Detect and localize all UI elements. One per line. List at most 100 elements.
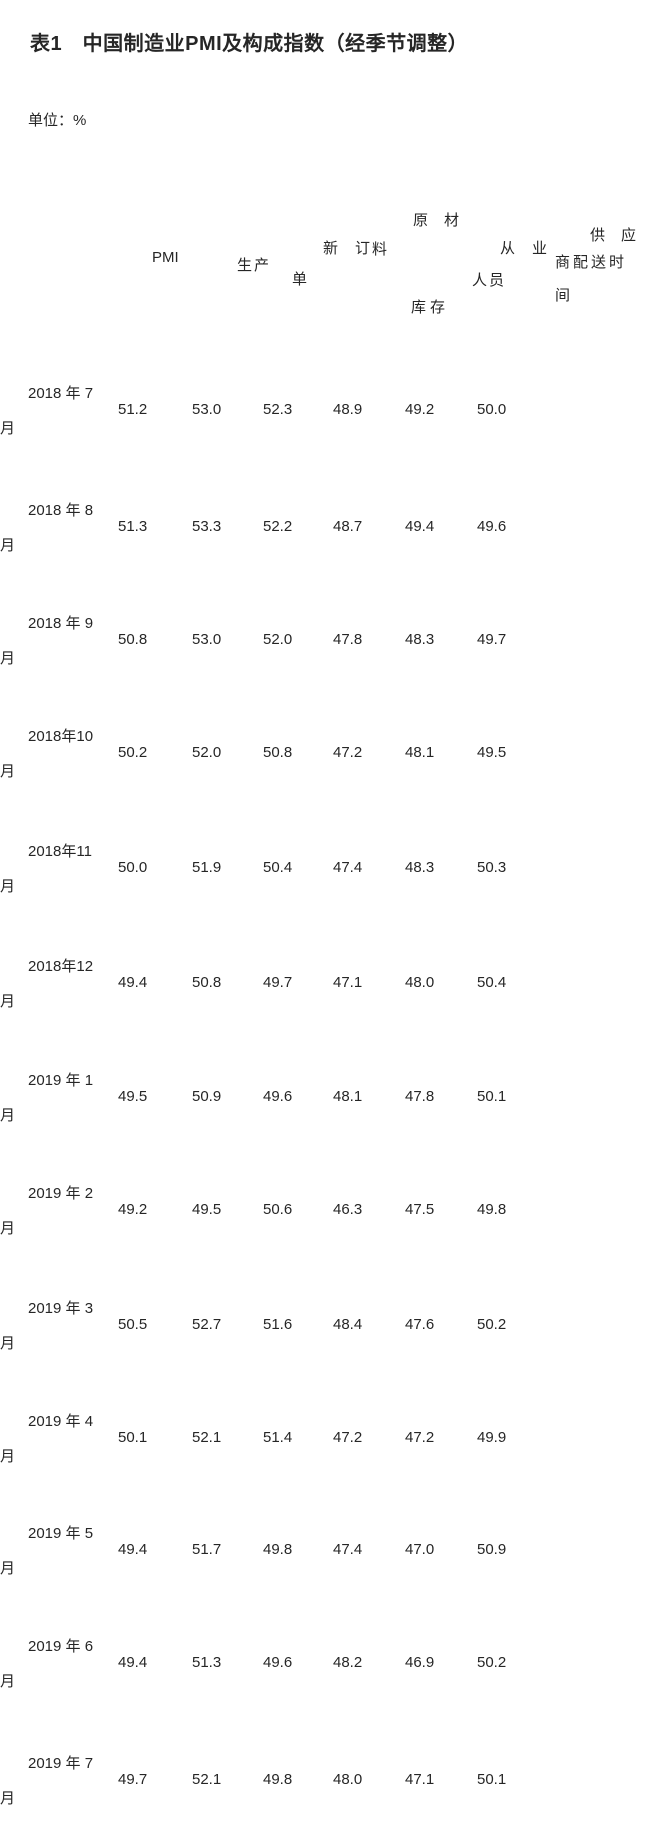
cell-new-orders: 50.4 [263,859,293,876]
header-employment-line2: 人员 [472,272,507,289]
cell-supplier-delivery-time: 50.2 [477,1316,507,1333]
cell-supplier-delivery-time: 50.1 [477,1771,507,1788]
row-month-label-line2: 月 [0,1448,16,1465]
cell-production: 52.1 [192,1771,222,1788]
row-month-label-line2: 月 [0,763,16,780]
cell-pmi: 50.8 [118,631,148,648]
row-month-label-line1: 2018年10 [28,728,94,745]
header-new-orders-line1: 新订 [323,240,388,257]
header-employment-line1: 从业 [500,240,565,257]
cell-pmi: 50.2 [118,744,148,761]
cell-pmi: 49.2 [118,1201,148,1218]
cell-new-orders: 51.6 [263,1316,293,1333]
row-month-label-line2: 月 [0,1335,16,1352]
cell-employment: 49.2 [405,401,435,418]
cell-supplier-delivery-time: 50.0 [477,401,507,418]
cell-pmi: 51.3 [118,518,148,535]
cell-supplier-delivery-time: 49.6 [477,518,507,535]
cell-new-orders: 49.6 [263,1654,293,1671]
cell-raw-materials-inventory: 48.9 [333,401,363,418]
cell-raw-materials-inventory: 47.8 [333,631,363,648]
row-month-label-line1: 2018年12 [28,958,94,975]
table-row: 2019 年 2 49.2 49.5 50.6 46.3 47.5 49.8 月 [0,1182,647,1246]
cell-raw-materials-inventory: 48.1 [333,1088,363,1105]
cell-raw-materials-inventory: 48.4 [333,1316,363,1333]
table-row: 2019 年 7 49.7 52.1 49.8 48.0 47.1 50.1 月 [0,1752,647,1816]
cell-new-orders: 49.8 [263,1541,293,1558]
row-month-label-line2: 月 [0,993,16,1010]
row-month-label-line1: 2018 年 7 [28,385,94,402]
cell-new-orders: 51.4 [263,1429,293,1446]
cell-pmi: 49.5 [118,1088,148,1105]
header-raw-materials-line3: 库存 [411,299,450,316]
cell-production: 51.3 [192,1654,222,1671]
table-row: 2018年12 49.4 50.8 49.7 47.1 48.0 50.4 月 [0,955,647,1019]
cell-raw-materials-inventory: 48.0 [333,1771,363,1788]
header-supplier-delivery-line2: 商配送时 [555,254,628,271]
row-month-label-line1: 2019 年 4 [28,1413,94,1430]
table-row: 2019 年 1 49.5 50.9 49.6 48.1 47.8 50.1 月 [0,1069,647,1133]
row-month-label-line2: 月 [0,420,16,437]
cell-production: 53.3 [192,518,222,535]
cell-raw-materials-inventory: 48.7 [333,518,363,535]
cell-supplier-delivery-time: 49.8 [477,1201,507,1218]
row-month-label-line2: 月 [0,650,16,667]
header-raw-materials-line2: 料 [372,241,388,258]
row-month-label-line2: 月 [0,537,16,554]
cell-supplier-delivery-time: 49.7 [477,631,507,648]
cell-employment: 47.6 [405,1316,435,1333]
row-month-label-line2: 月 [0,1220,16,1237]
row-month-label-line1: 2018年11 [28,843,92,860]
cell-pmi: 50.1 [118,1429,148,1446]
cell-supplier-delivery-time: 50.3 [477,859,507,876]
cell-employment: 47.2 [405,1429,435,1446]
cell-production: 49.5 [192,1201,222,1218]
cell-production: 53.0 [192,401,222,418]
cell-pmi: 49.4 [118,1541,148,1558]
row-month-label-line1: 2019 年 5 [28,1525,94,1542]
cell-new-orders: 49.7 [263,974,293,991]
table-row: 2018 年 7 51.2 53.0 52.3 48.9 49.2 50.0 月 [0,382,647,446]
cell-pmi: 50.5 [118,1316,148,1333]
row-month-label-line2: 月 [0,1107,16,1124]
cell-raw-materials-inventory: 48.2 [333,1654,363,1671]
header-pmi: PMI [152,249,179,266]
cell-pmi: 49.4 [118,1654,148,1671]
cell-employment: 47.0 [405,1541,435,1558]
cell-new-orders: 50.8 [263,744,293,761]
cell-new-orders: 49.8 [263,1771,293,1788]
row-month-label-line1: 2019 年 2 [28,1185,94,1202]
row-month-label-line1: 2019 年 3 [28,1300,94,1317]
cell-new-orders: 52.3 [263,401,293,418]
cell-raw-materials-inventory: 47.4 [333,1541,363,1558]
table-row: 2018 年 8 51.3 53.3 52.2 48.7 49.4 49.6 月 [0,499,647,563]
cell-employment: 47.8 [405,1088,435,1105]
row-month-label-line2: 月 [0,1790,16,1807]
unit-label: 单位：% [28,112,87,129]
row-month-label-line2: 月 [0,878,16,895]
header-raw-materials-line1: 原材 [413,212,476,229]
cell-production: 52.7 [192,1316,222,1333]
table-row: 2018年11 50.0 51.9 50.4 47.4 48.3 50.3 月 [0,840,647,904]
cell-production: 51.9 [192,859,222,876]
header-supplier-delivery-line1: 供应 [590,227,647,244]
cell-new-orders: 49.6 [263,1088,293,1105]
table-row: 2019 年 3 50.5 52.7 51.6 48.4 47.6 50.2 月 [0,1297,647,1361]
row-month-label-line2: 月 [0,1560,16,1577]
table-row: 2019 年 4 50.1 52.1 51.4 47.2 47.2 49.9 月 [0,1410,647,1474]
row-month-label-line1: 2018 年 8 [28,502,94,519]
cell-employment: 48.1 [405,744,435,761]
cell-supplier-delivery-time: 49.5 [477,744,507,761]
cell-employment: 48.0 [405,974,435,991]
table-row: 2018 年 9 50.8 53.0 52.0 47.8 48.3 49.7 月 [0,612,647,676]
header-production: 生产 [237,257,272,274]
cell-supplier-delivery-time: 50.1 [477,1088,507,1105]
row-month-label-line1: 2019 年 1 [28,1072,94,1089]
cell-raw-materials-inventory: 47.2 [333,1429,363,1446]
cell-new-orders: 52.2 [263,518,293,535]
cell-raw-materials-inventory: 47.1 [333,974,363,991]
cell-pmi: 49.4 [118,974,148,991]
cell-employment: 47.5 [405,1201,435,1218]
cell-production: 50.9 [192,1088,222,1105]
